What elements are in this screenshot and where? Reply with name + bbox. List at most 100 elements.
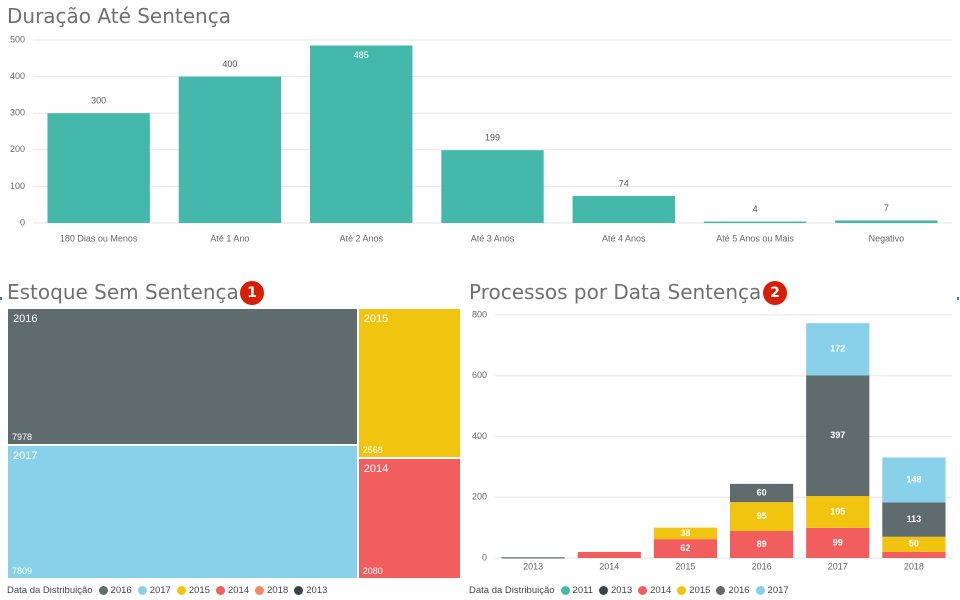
y-tick-label: 800 [472, 309, 487, 319]
treemap-value-label: 7978 [12, 431, 33, 442]
treemap-value-label: 2080 [362, 565, 383, 576]
legend-dot-icon [215, 586, 225, 595]
legend-dot-icon [638, 586, 648, 595]
data-label: 74 [619, 178, 629, 188]
legend-item[interactable]: 2013 [598, 585, 633, 596]
legend-item[interactable]: 2017 [755, 585, 789, 596]
treemap-cell-2014[interactable]: 2014 2080 [357, 457, 461, 579]
legend-label: 2014 [227, 585, 250, 596]
callout-badge-1: 1 [240, 281, 264, 305]
legend-label: 2016 [728, 585, 750, 596]
y-tick-label: 400 [10, 71, 25, 81]
segment-label: 148 [906, 474, 921, 484]
legend-item[interactable]: 2015 [677, 585, 710, 596]
treemap-value-label: 2568 [362, 444, 383, 455]
stack-segment-2014 [653, 539, 718, 558]
processos-chart-title: Processos por Data Sentença [469, 280, 762, 304]
estoque-treemap[interactable]: 2016 7978 2017 7809 2015 2568 2014 2080 [7, 308, 461, 579]
bar-1 [178, 76, 282, 223]
segment-label: 62 [680, 543, 690, 553]
legend-dot-icon [677, 586, 687, 595]
x-tick-label: Até 4 Anos [602, 233, 646, 243]
treemap-category-label: 2017 [13, 449, 38, 462]
y-tick-label: 500 [10, 34, 25, 44]
bar-5 [703, 221, 807, 224]
legend-label: 2011 [572, 585, 593, 596]
treemap-cell-2016[interactable]: 2016 7978 [7, 308, 358, 445]
y-tick-label: 0 [482, 552, 487, 562]
data-label: 485 [354, 50, 369, 60]
duracao-chart-title: Duração Até Sentença [7, 4, 231, 28]
legend-item[interactable]: 2011 [560, 585, 593, 596]
segment-label: 99 [833, 537, 843, 547]
legend-label: 2017 [767, 585, 789, 596]
legend-dot-icon [98, 586, 108, 595]
legend-dot-icon [755, 586, 765, 595]
edge-marker [957, 297, 959, 300]
x-tick-label: Até 3 Anos [471, 233, 515, 243]
segment-label: 50 [909, 539, 919, 549]
legend-item[interactable]: 2017 [137, 585, 171, 596]
data-label: 4 [753, 204, 758, 214]
legend-label: 2018 [267, 585, 289, 596]
y-tick-label: 100 [10, 181, 25, 191]
x-tick-label: 2016 [752, 561, 772, 571]
x-tick-label: Negativo [869, 233, 905, 243]
treemap-category-label: 2014 [363, 462, 389, 475]
stack-segment-2016 [729, 483, 794, 503]
x-tick-label: 2017 [828, 561, 848, 571]
segment-label: 105 [830, 506, 845, 516]
duracao-bar-chart[interactable]: 0 100 200 300 400 500 300 180 Dias ou Menos 400 A… [0, 30, 960, 252]
treemap-value-label: 7809 [12, 565, 33, 576]
legend-item[interactable]: 2014 [638, 585, 671, 596]
bar-6 [835, 220, 938, 223]
edge-marker [0, 297, 2, 300]
data-label: 400 [222, 59, 237, 69]
stack-segment-2013 [501, 557, 565, 559]
x-tick-label: Até 5 Anos ou Mais [716, 233, 794, 243]
stack-segment-2014 [729, 530, 794, 558]
legend-label: 2014 [650, 585, 672, 596]
stack-segment-2014 [882, 551, 946, 558]
legend-dot-icon [176, 586, 186, 595]
treemap-cell-2015[interactable]: 2015 2568 [357, 308, 461, 458]
segment-label: 89 [757, 539, 767, 549]
y-tick-label: 400 [472, 431, 487, 441]
legend-label: 2015 [188, 585, 210, 596]
estoque-chart-title: Estoque Sem Sentença [7, 280, 239, 304]
legend-label: 2017 [149, 585, 171, 596]
stack-segment-2015 [653, 527, 718, 540]
legend-label: 2015 [689, 585, 711, 596]
bar-2 [310, 45, 413, 224]
legend-title: Data da Distribuição [469, 585, 555, 596]
legend-item[interactable]: 2015 [176, 585, 210, 596]
legend-item[interactable]: 2016 [98, 585, 132, 596]
processos-legend: Data da Distribuição 2011 2013 2014 2015 201… [469, 585, 789, 596]
legend-item[interactable]: 2016 [716, 585, 750, 596]
y-tick-label: 200 [10, 144, 25, 154]
legend-label: 2013 [610, 585, 633, 596]
segment-label: 60 [757, 487, 767, 497]
data-label: 7 [884, 203, 889, 213]
data-label: 300 [91, 96, 106, 106]
stack-segment-2017 [882, 457, 946, 503]
legend-item[interactable]: 2013 [294, 585, 327, 596]
stack-segment-2016 [882, 502, 946, 537]
data-label: 199 [485, 133, 500, 143]
treemap-cell-2017[interactable]: 2017 7809 [7, 444, 358, 579]
processos-stacked-chart[interactable]: 0 200 400 600 800 2013 2014 62 38 2015 89 95 60 2016 9… [462, 305, 960, 580]
y-tick-label: 0 [20, 217, 25, 227]
x-tick-label: Até 1 Ano [210, 233, 249, 243]
x-tick-label: 180 Dias ou Menos [60, 233, 138, 243]
callout-badge-2: 2 [763, 281, 787, 305]
x-tick-label: 2013 [523, 561, 543, 571]
x-tick-label: Até 2 Anos [339, 233, 383, 243]
legend-item[interactable]: 2018 [255, 585, 288, 596]
bar-0 [47, 113, 150, 223]
legend-item[interactable]: 2014 [215, 585, 250, 596]
segment-label: 38 [680, 528, 690, 538]
legend-dot-icon [294, 586, 304, 595]
treemap-category-label: 2016 [13, 313, 38, 325]
treemap-category-label: 2015 [363, 313, 389, 325]
bar-3 [441, 150, 544, 223]
